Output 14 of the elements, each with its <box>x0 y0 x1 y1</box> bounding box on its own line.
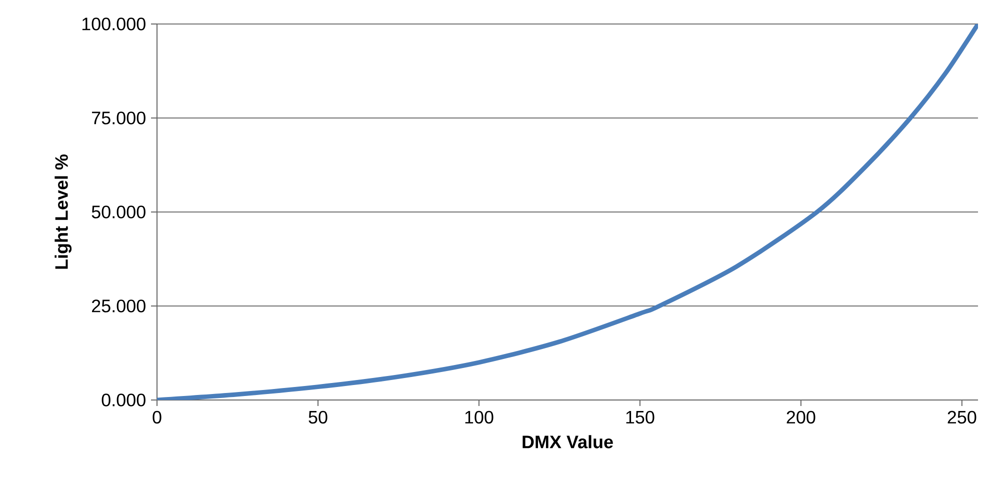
y-axis-title: Light Level % <box>54 154 72 269</box>
y-tick-label: 0.000 <box>102 394 146 406</box>
x-tick-label: 100 <box>465 410 494 424</box>
y-tick-label: 100.000 <box>82 18 146 30</box>
x-tick-label: 200 <box>786 410 816 424</box>
x-axis-title: DMX Value <box>522 435 613 448</box>
y-tick-label: 50.000 <box>92 206 146 218</box>
y-tick-label: 75.000 <box>92 112 146 124</box>
x-tick-label: 0 <box>152 410 162 424</box>
x-tick-label: 150 <box>626 410 654 424</box>
x-tick-label: 50 <box>308 410 328 424</box>
line-series <box>157 24 978 400</box>
y-tick-label: 25.000 <box>92 300 146 312</box>
x-tick-label: 250 <box>948 410 976 424</box>
